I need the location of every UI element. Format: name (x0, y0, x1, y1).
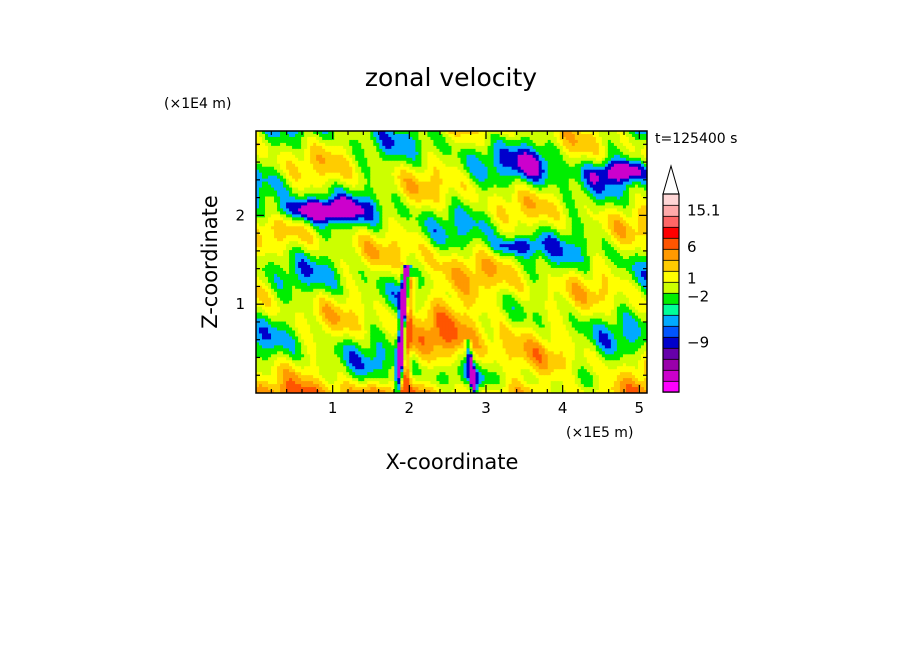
colorbar-level-12 (662, 248, 680, 261)
x-tick-label-1: 1 (328, 399, 338, 417)
colorbar-label-minus-9: −9 (687, 334, 709, 352)
x-tick-label-2: 2 (405, 399, 415, 417)
colorbar-level-15 (662, 215, 680, 228)
axis-ticks (256, 131, 647, 393)
colorbar-label-15-1: 15.1 (687, 202, 720, 220)
colorbar (662, 164, 680, 393)
colorbar-level-17 (662, 193, 680, 206)
colorbar-level-16 (662, 204, 680, 217)
x-tick-label-5: 5 (635, 399, 645, 417)
y-unit-label: (×1E4 m) (164, 96, 231, 112)
colorbar-extend-arrow (662, 164, 680, 195)
colorbar-level-0 (662, 380, 680, 393)
x-tick-label-4: 4 (558, 399, 568, 417)
colorbar-level-4 (662, 336, 680, 349)
colorbar-level-9 (662, 281, 680, 294)
colorbar-level-13 (662, 237, 680, 250)
colorbar-level-5 (662, 325, 680, 338)
chart-title: zonal velocity (365, 63, 537, 92)
colorbar-label-6: 6 (687, 238, 697, 256)
y-tick-label-1: 1 (235, 295, 245, 313)
plot-frame (255, 130, 648, 394)
colorbar-level-8 (662, 292, 680, 305)
x-tick-label-3: 3 (481, 399, 491, 417)
colorbar-level-7 (662, 303, 680, 316)
colorbar-level-11 (662, 259, 680, 272)
y-tick-label-2: 2 (235, 206, 245, 224)
heatmap-field (256, 131, 647, 393)
colorbar-level-6 (662, 314, 680, 327)
colorbar-level-2 (662, 358, 680, 371)
colorbar-level-10 (662, 270, 680, 283)
x-axis-title: X-coordinate (386, 450, 519, 474)
colorbar-level-1 (662, 369, 680, 382)
colorbar-level-3 (662, 347, 680, 360)
colorbar-label-1: 1 (687, 270, 697, 288)
x-unit-label: (×1E5 m) (566, 425, 633, 441)
colorbar-level-14 (662, 226, 680, 239)
colorbar-label-minus-2: −2 (687, 287, 709, 305)
time-label: t=125400 s (655, 131, 737, 147)
y-axis-title: Z-coordinate (198, 195, 222, 329)
